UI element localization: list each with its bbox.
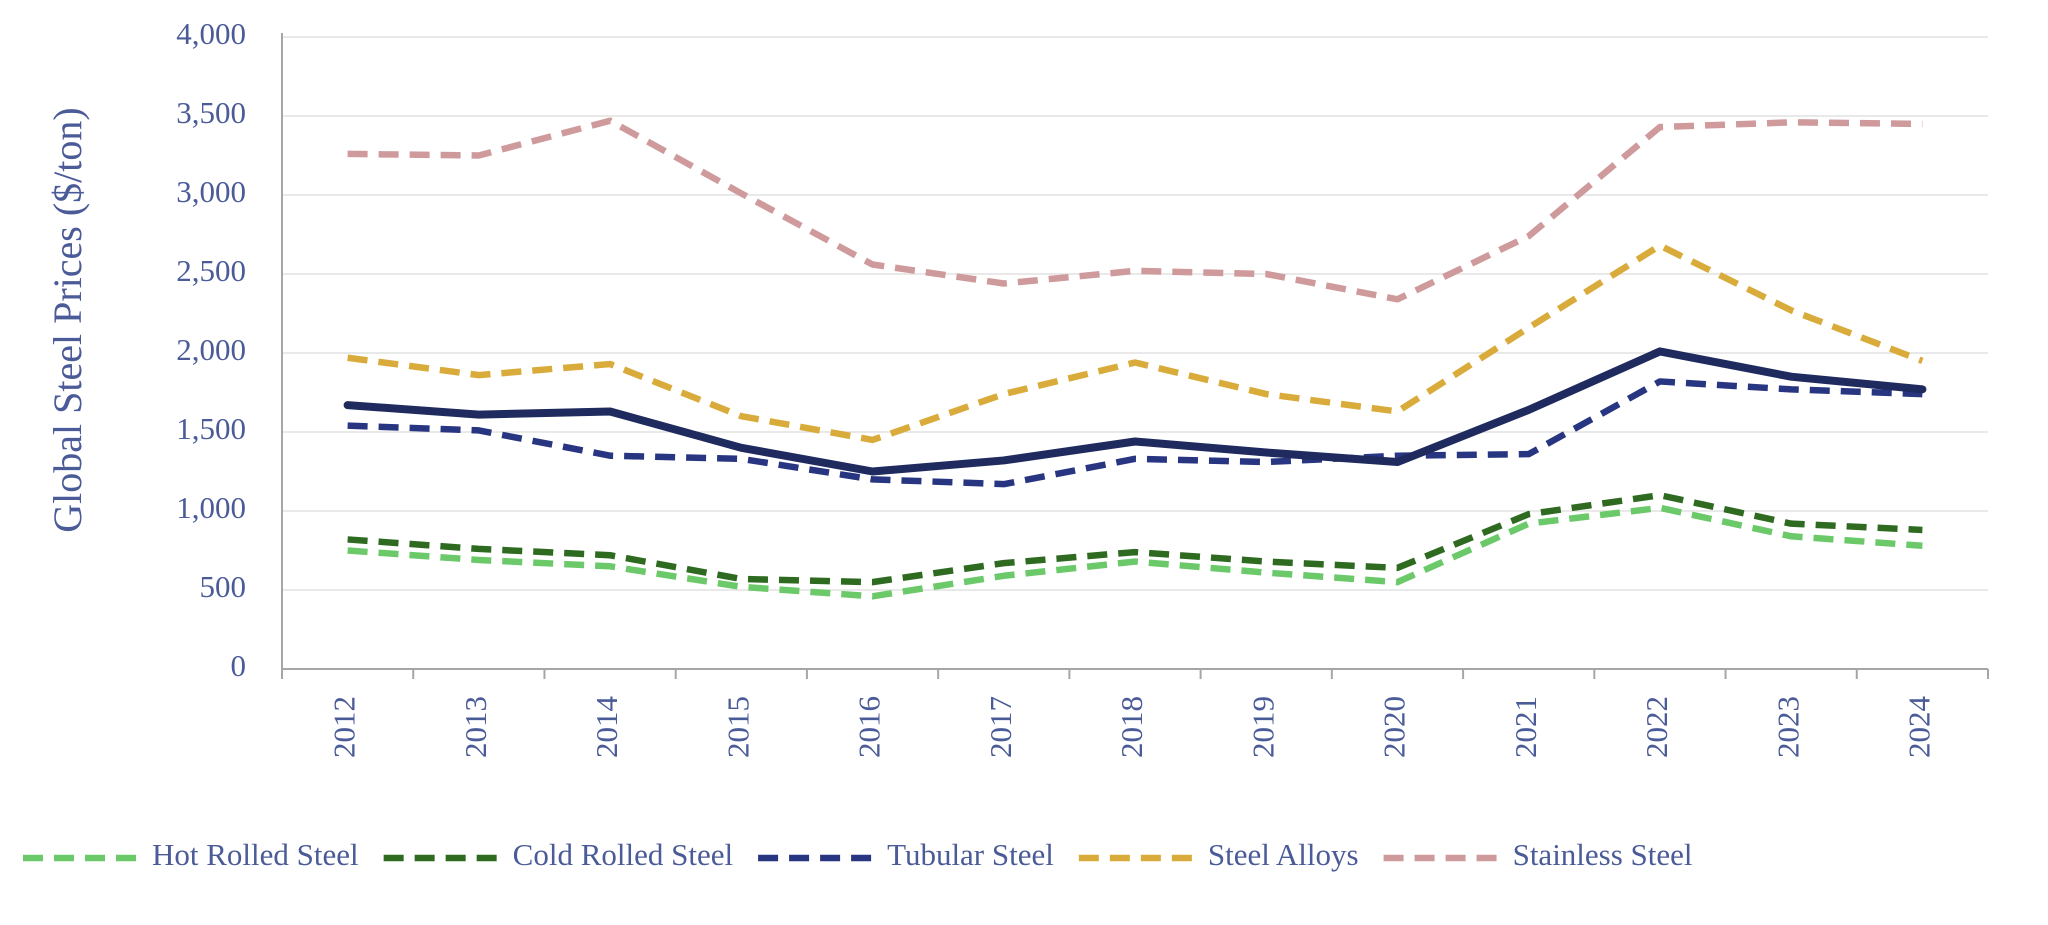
y-tick-label: 2,500 <box>176 253 246 288</box>
y-tick-label: 1,500 <box>176 411 246 446</box>
y-tick-label: 4,000 <box>176 16 246 51</box>
x-tick-label: 2023 <box>1770 696 1805 758</box>
legend-label: Stainless Steel <box>1513 837 1693 872</box>
legend-label: Cold Rolled Steel <box>513 837 733 872</box>
x-tick-label: 2021 <box>1508 696 1543 758</box>
x-tick-label: 2020 <box>1377 696 1412 758</box>
y-tick-label: 0 <box>231 648 247 683</box>
x-tick-label: 2024 <box>1901 696 1936 759</box>
x-tick-label: 2018 <box>1114 696 1149 758</box>
series-line <box>347 491 1923 586</box>
y-tick-label: 1,000 <box>176 490 246 525</box>
y-tick-label: 3,500 <box>176 95 246 130</box>
x-tick-label: 2022 <box>1639 696 1674 758</box>
series-line <box>347 242 1924 444</box>
legend-label: Steel Alloys <box>1208 837 1359 872</box>
series-line <box>347 504 1923 600</box>
y-tick-label: 500 <box>200 569 247 604</box>
y-axis-label: Global Steel Prices ($/ton) <box>45 107 90 532</box>
x-tick-label: 2019 <box>1245 696 1280 758</box>
x-tick-label: 2017 <box>983 696 1018 758</box>
series-line <box>347 117 1923 303</box>
x-tick-label: 2015 <box>720 696 755 758</box>
legend-label: Hot Rolled Steel <box>152 837 359 872</box>
x-tick-label: 2014 <box>589 696 624 759</box>
y-tick-label: 2,000 <box>176 332 246 367</box>
y-tick-label: 3,000 <box>176 174 246 209</box>
legend-label: Tubular Steel <box>887 837 1054 872</box>
series-line <box>347 378 1923 488</box>
x-tick-label: 2012 <box>327 696 362 758</box>
x-tick-label: 2016 <box>852 696 887 758</box>
x-tick-label: 2013 <box>458 696 493 758</box>
series-line <box>343 347 1927 476</box>
